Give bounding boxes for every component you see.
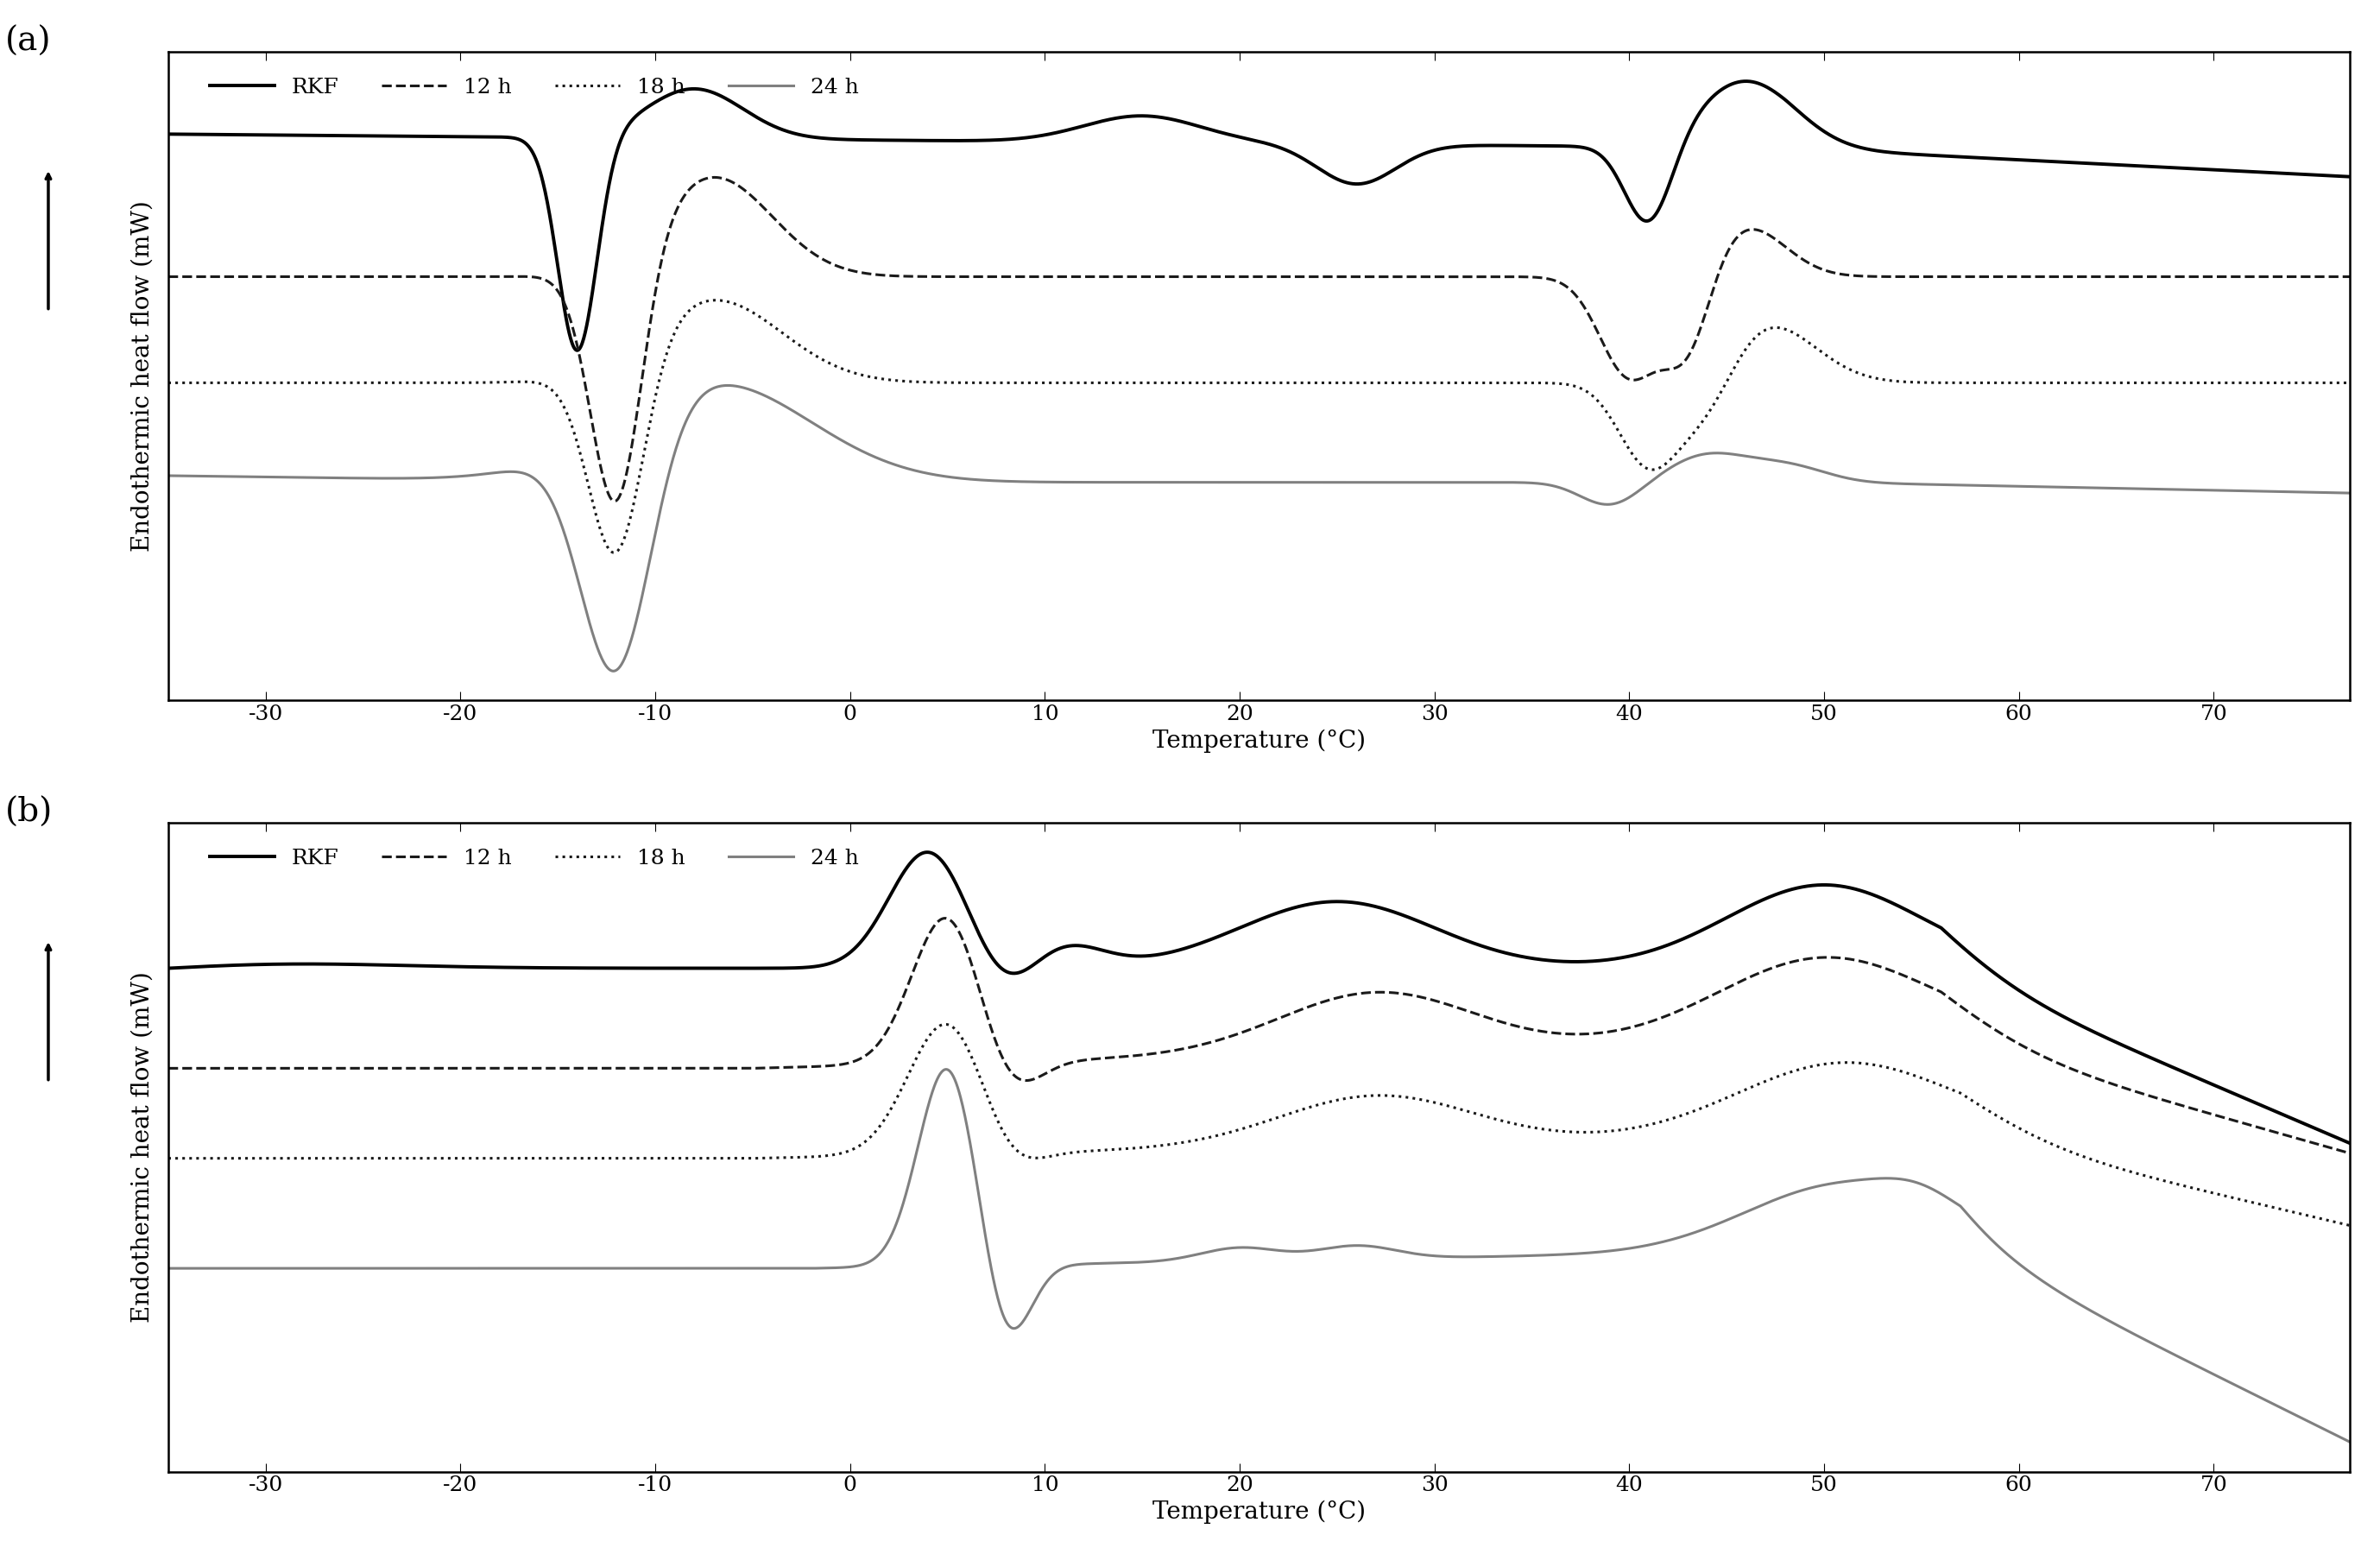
Text: (b): (b)	[5, 797, 52, 828]
X-axis label: Temperature (°C): Temperature (°C)	[1152, 1501, 1366, 1524]
Legend: RKF, 12 h, 18 h, 24 h: RKF, 12 h, 18 h, 24 h	[200, 841, 866, 876]
Y-axis label: Endothermic heat flow (mW): Endothermic heat flow (mW)	[131, 971, 155, 1322]
X-axis label: Temperature (°C): Temperature (°C)	[1152, 729, 1366, 754]
Legend: RKF, 12 h, 18 h, 24 h: RKF, 12 h, 18 h, 24 h	[200, 68, 866, 106]
Y-axis label: Endothermic heat flow (mW): Endothermic heat flow (mW)	[131, 200, 155, 552]
Text: (a): (a)	[5, 26, 50, 57]
